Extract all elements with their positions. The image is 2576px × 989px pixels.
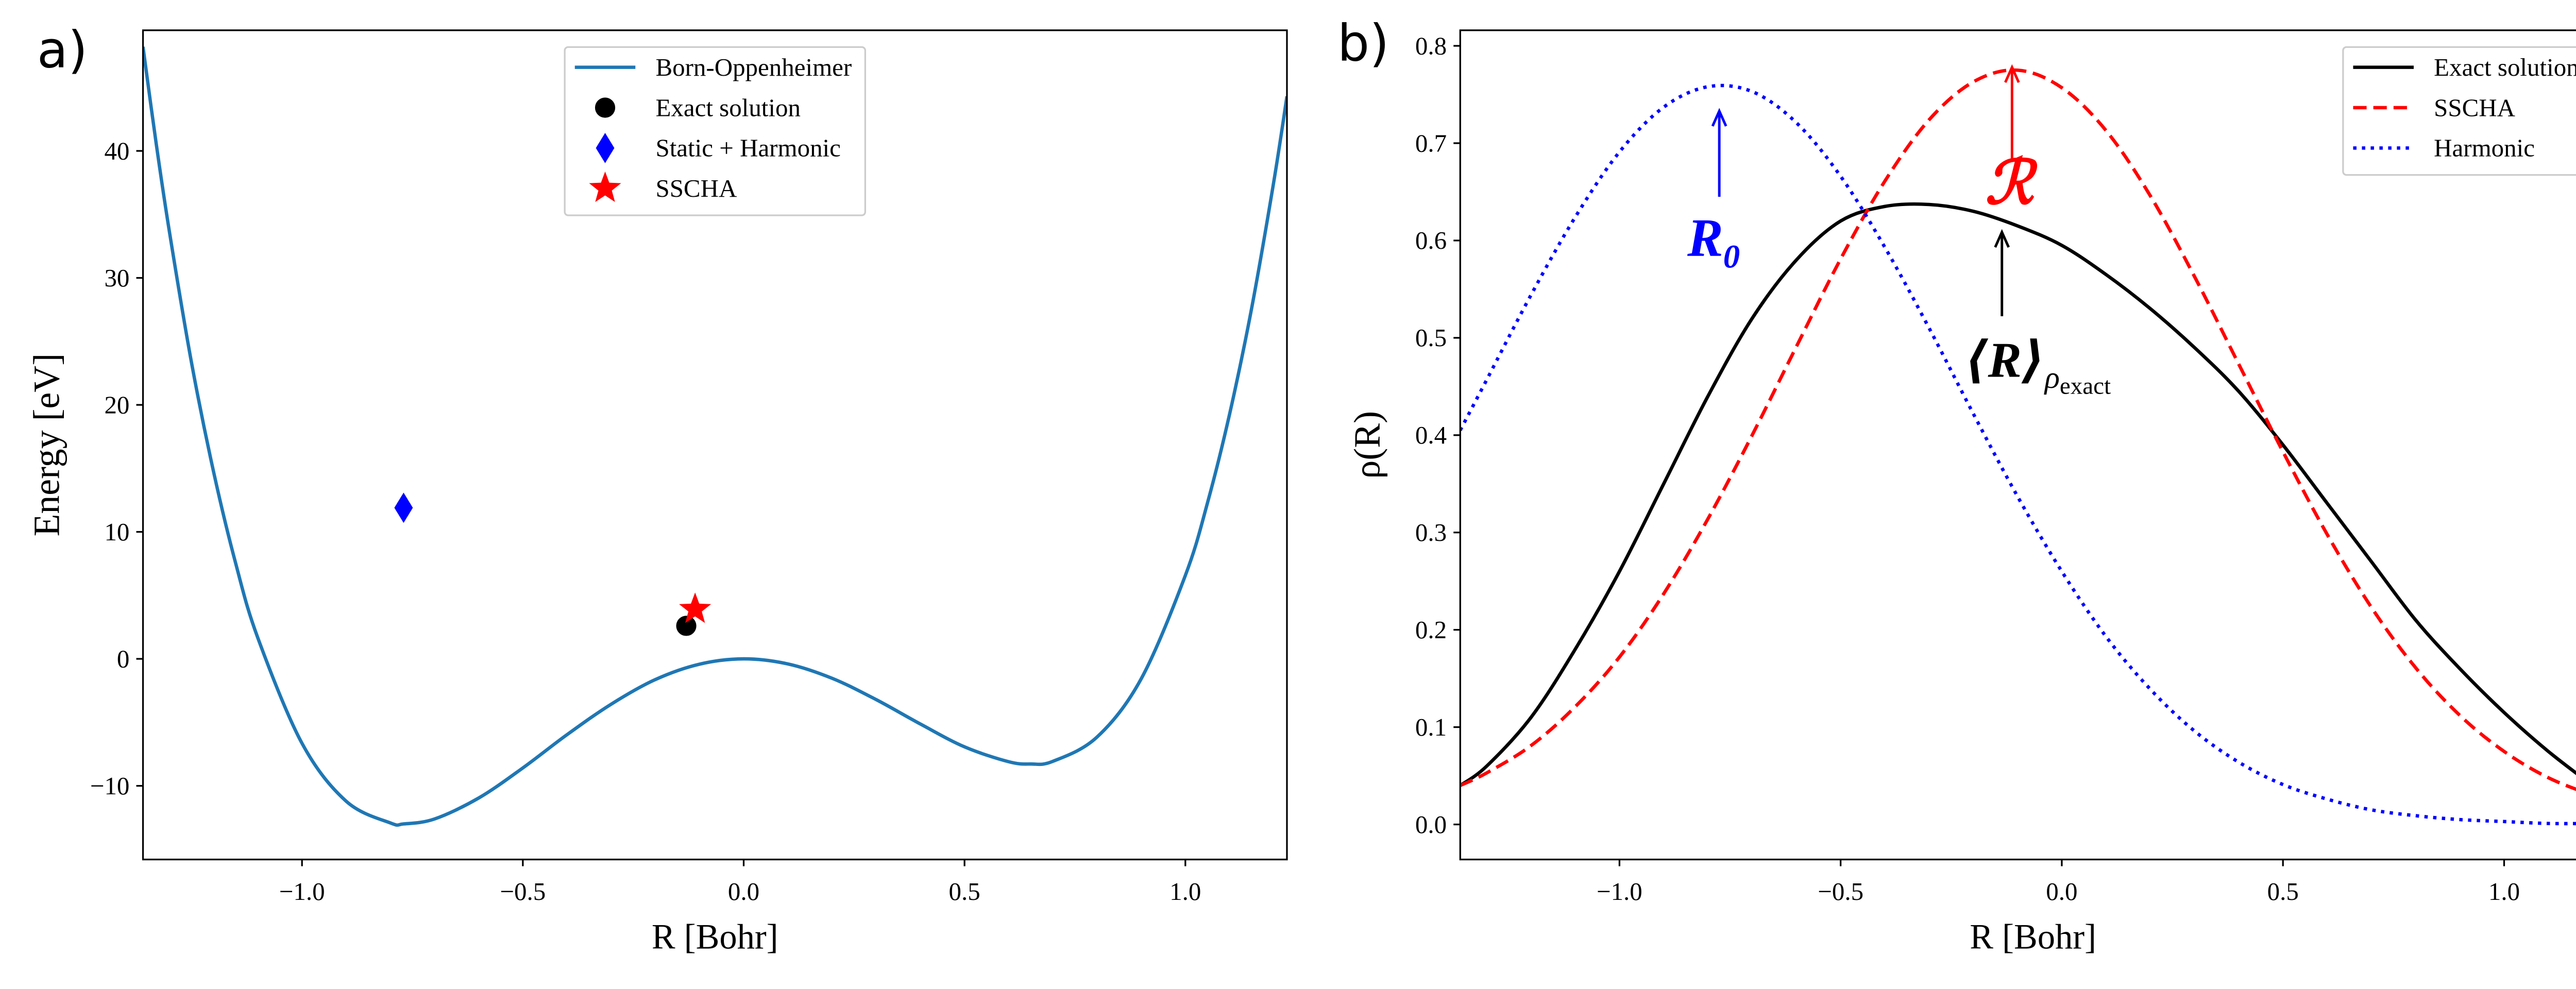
- annotation-sub: ρ: [2044, 361, 2060, 395]
- y-axis-label: ρ(R): [1347, 411, 1388, 479]
- y-tick-label: 0.7: [1415, 129, 1447, 157]
- annotation-arrowhead: [2004, 64, 2020, 83]
- y-tick-label: 0.3: [1415, 518, 1447, 547]
- panel-label: b): [1337, 14, 1389, 73]
- x-tick-label: 0.0: [728, 877, 759, 906]
- y-tick-label: 0.8: [1415, 31, 1447, 60]
- x-tick-label: 1.0: [2488, 877, 2520, 906]
- x-axis-label: R [Bohr]: [1970, 917, 2096, 957]
- legend-label: Exact solution: [2434, 53, 2576, 81]
- y-tick-label: 0.2: [1415, 616, 1447, 644]
- y-axis-label: Energy [eV]: [26, 353, 67, 537]
- y-tick-label: 20: [104, 390, 129, 419]
- x-tick-label: 0.0: [2046, 877, 2077, 906]
- legend-frame: [564, 46, 866, 216]
- legend-label: Exact solution: [655, 93, 801, 122]
- x-tick-label: 1.0: [1170, 877, 1201, 906]
- scatter-point: [679, 592, 711, 623]
- plot-frame: [1459, 29, 2576, 861]
- legend-marker: [596, 132, 615, 163]
- legend: Born-Oppenheimer Exact solution Static + H…: [564, 46, 866, 216]
- annotation: ⟨R⟩ρexact: [1965, 332, 2111, 399]
- line: [143, 46, 1287, 827]
- legend-label: Born-Oppenheimer: [655, 53, 852, 81]
- y-tick-label: 30: [104, 264, 129, 292]
- line: [1460, 68, 2576, 791]
- annotation-text: R: [1687, 208, 1723, 267]
- y-tick-label: 0.4: [1415, 421, 1447, 449]
- x-tick-label: −0.5: [500, 877, 546, 906]
- plot-frame: [142, 29, 1288, 861]
- legend-label: Harmonic: [2434, 134, 2535, 162]
- panel-label: a): [37, 21, 88, 80]
- legend-marker: [595, 97, 616, 118]
- x-tick-label: 0.5: [2267, 877, 2299, 906]
- legend-marker: [589, 172, 621, 202]
- annotation-arrowhead: [1711, 108, 1727, 127]
- annotation: R0: [1687, 208, 1740, 275]
- annotation-subsub: exact: [2060, 373, 2111, 400]
- x-tick-label: 0.5: [949, 877, 980, 906]
- annotation-text: ⟨R⟩: [1965, 332, 2045, 388]
- y-tick-label: 10: [104, 518, 129, 546]
- annotation-arrowhead: [1994, 229, 2010, 248]
- x-tick-label: −1.0: [1597, 877, 1642, 906]
- legend-frame: [2342, 46, 2576, 176]
- legend-label: Static + Harmonic: [655, 134, 840, 162]
- line: [1460, 202, 2576, 787]
- y-tick-label: 0.6: [1415, 226, 1447, 254]
- line: [1460, 83, 2576, 826]
- y-tick-label: 40: [104, 137, 129, 165]
- scatter-point: [676, 616, 697, 636]
- x-tick-label: −0.5: [1818, 877, 1863, 906]
- legend-label: SSCHA: [655, 174, 737, 202]
- scatter-point: [394, 492, 413, 523]
- legend-label: SSCHA: [2434, 93, 2515, 122]
- y-tick-label: 0: [117, 644, 129, 673]
- legend: Exact solution SSCHA Harmonic: [2342, 46, 2576, 176]
- y-tick-label: 0.5: [1415, 323, 1447, 352]
- x-tick-label: −1.0: [279, 877, 325, 906]
- y-tick-label: 0.0: [1415, 810, 1447, 839]
- y-tick-label: −10: [90, 772, 130, 800]
- annotation-sub: 0: [1723, 238, 1740, 275]
- y-tick-label: 0.1: [1415, 713, 1447, 741]
- x-axis-label: R [Bohr]: [652, 917, 778, 957]
